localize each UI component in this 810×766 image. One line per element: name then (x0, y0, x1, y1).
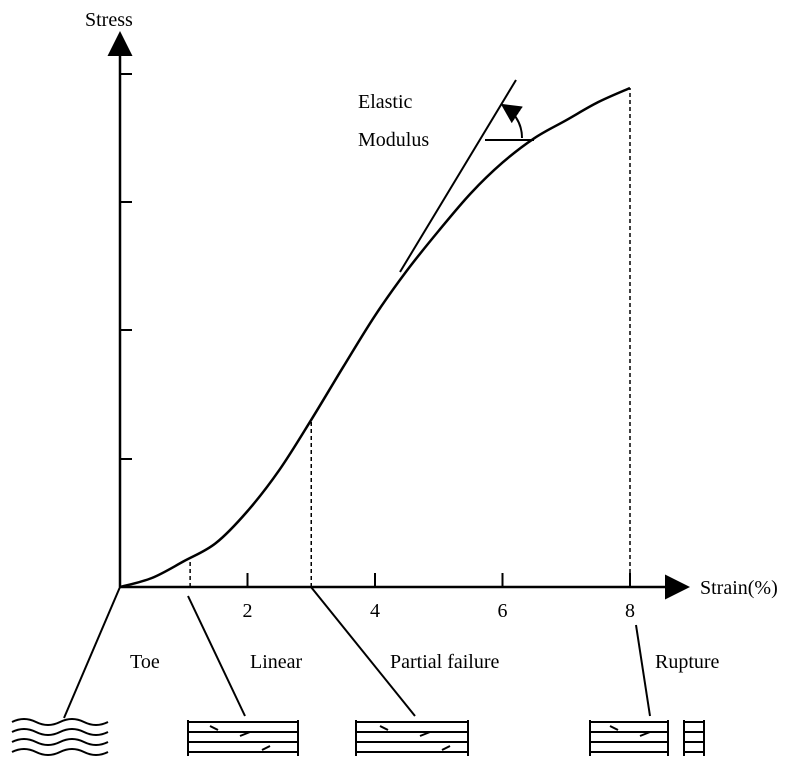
region-label: Rupture (655, 651, 720, 673)
region-label: Partial failure (390, 651, 500, 673)
x-tick-label: 4 (370, 600, 380, 622)
fiber-icons (11, 718, 705, 756)
region-label: Toe (130, 651, 160, 673)
x-tick-label: 6 (498, 600, 508, 622)
y-axis-ticks (120, 73, 132, 460)
x-tick-label: 8 (625, 600, 635, 622)
angle-arrow (500, 103, 523, 139)
x-axis-label: Strain(%) (700, 577, 778, 599)
annotation: Elastic (358, 91, 413, 113)
stress-strain-curve (119, 86, 631, 589)
leader-lines (63, 586, 651, 719)
tangent-line (399, 79, 517, 273)
annotation: Modulus (358, 129, 429, 151)
y-axis-label: Stress (85, 9, 133, 31)
x-tick-label: 2 (243, 600, 253, 622)
region-label: Linear (250, 651, 303, 673)
